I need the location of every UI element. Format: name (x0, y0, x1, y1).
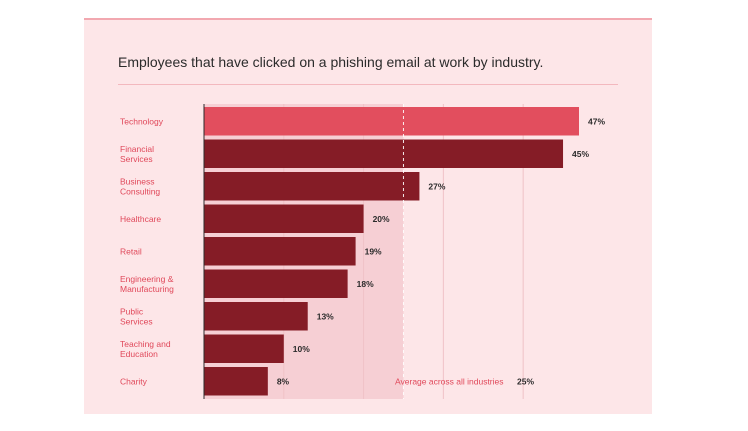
category-label: Technology (120, 116, 164, 126)
bar (204, 334, 284, 363)
category-label: Public Services (120, 306, 153, 326)
chart-title: Employees that have clicked on a phishin… (118, 54, 544, 70)
value-label: 45% (572, 149, 589, 159)
bar (204, 107, 579, 136)
category-label: Retail (120, 246, 142, 256)
bar (204, 237, 356, 266)
title-divider (118, 84, 618, 85)
value-label: 8% (277, 376, 290, 386)
category-label: Healthcare (120, 214, 161, 224)
value-label: 20% (373, 214, 390, 224)
bar (204, 302, 308, 331)
category-label: Business Consulting (120, 176, 160, 196)
bar (204, 269, 348, 298)
value-label: 10% (293, 344, 310, 354)
average-value-label: 25% (517, 376, 534, 386)
value-label: 13% (317, 311, 334, 321)
top-accent-rule (84, 18, 652, 20)
category-label: Engineering & Manufacturing (120, 274, 174, 294)
value-label: 47% (588, 116, 605, 126)
category-label: Charity (120, 376, 148, 386)
value-label: 18% (357, 279, 374, 289)
bar (204, 367, 268, 396)
bar (204, 172, 420, 201)
average-label: Average across all industries (395, 376, 504, 386)
bar (204, 204, 364, 233)
bar (204, 139, 564, 168)
value-label: 27% (428, 181, 445, 191)
category-label: Financial Services (120, 144, 154, 164)
value-label: 19% (365, 246, 382, 256)
category-label: Teaching and Education (120, 339, 171, 359)
